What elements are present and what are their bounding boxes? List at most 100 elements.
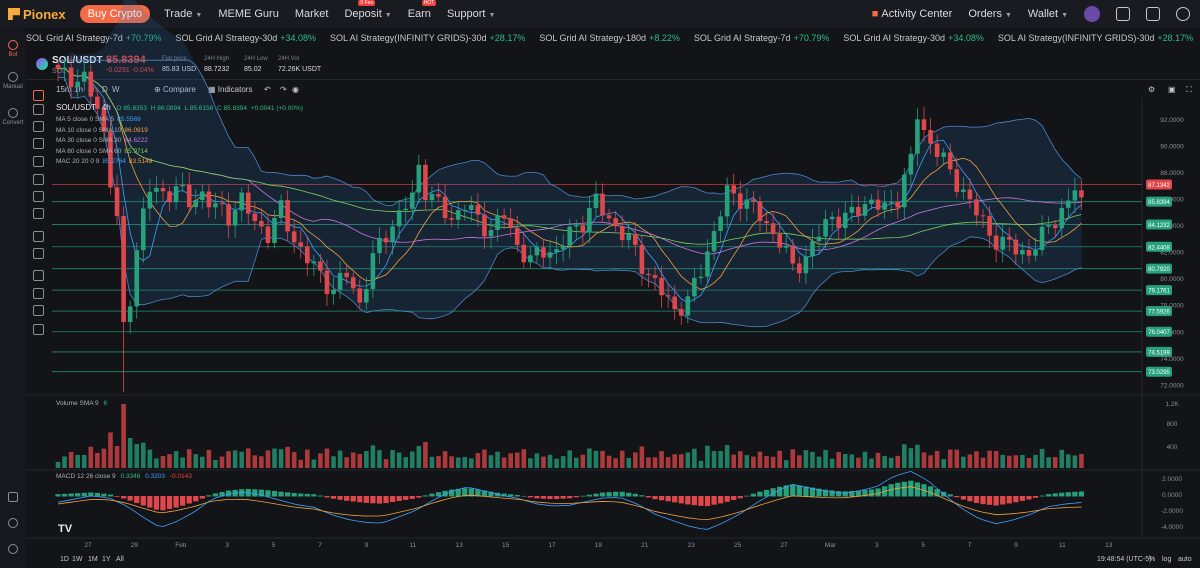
stat-label: Fiat price [162,56,187,62]
settings-icon[interactable]: ⚙ [1148,85,1156,94]
sidebar-item-chat[interactable] [0,544,26,556]
sidebar-item-manual[interactable]: Manual [0,72,26,90]
ruler-icon[interactable] [33,231,44,242]
candle-body [829,216,835,220]
volume-bar [416,446,422,468]
avatar[interactable] [1084,6,1100,22]
trash-icon[interactable] [33,324,44,335]
compare-button[interactable]: ⊕ Compare [154,85,196,94]
macd-histogram-bar [809,487,816,497]
volume-bar [213,459,218,468]
volume-bar [226,451,231,468]
interval-D[interactable]: D [102,85,108,94]
legend-interval: 4h [101,103,111,112]
volume-tick: 800 [1167,421,1178,428]
activity-center-link[interactable]: ■ Activity Center [872,8,953,20]
nav-item-support[interactable]: Support ▼ [447,8,495,20]
candle-body [383,237,389,243]
wallet-menu[interactable]: Wallet ▼ [1028,8,1068,20]
macd-histogram-bar [540,496,547,499]
candle-body [757,201,763,222]
zoom-in-icon[interactable] [33,248,44,259]
candle-body [547,252,553,258]
range-1M[interactable]: 1M [88,556,98,563]
interval-W[interactable]: W [112,85,120,94]
ticker-item[interactable]: SOL AI Strategy(INFINITY GRIDS)-30d +28.1… [998,33,1193,43]
text-icon[interactable] [33,156,44,167]
lock-draw-icon[interactable] [33,288,44,299]
grid-level-label: 77.5926 [1148,310,1170,316]
macd-histogram-bar [901,481,907,497]
forecast-icon[interactable] [33,191,44,202]
nav-item-meme-guru[interactable]: MEME Guru [218,8,279,20]
volume-bar [377,450,382,468]
ma-legend-label: MA 10 close 0 SMA 10 [56,126,122,134]
price-tick: 80.0000 [1160,276,1184,283]
expand-icon[interactable]: ⛶ [1186,85,1192,94]
magnet-icon[interactable] [33,270,44,281]
candle-body [95,96,100,109]
ticker-item[interactable]: SOL Grid AI Strategy-180d +8.22% [539,33,680,43]
ticker-item[interactable]: SOL Grid AI Strategy-30d +34.08% [843,33,984,43]
pattern-icon[interactable] [33,174,44,185]
settings-icon[interactable] [1176,7,1190,21]
mail-icon[interactable] [1116,7,1130,21]
nav-item-deposit[interactable]: Deposit ▼ 0 Fee [344,0,392,20]
nav-item-earn[interactable]: Earn HOT [408,0,437,20]
notification-icon[interactable] [1146,7,1160,21]
ma-legend-label: MA 60 close 0 SMA 60 [56,147,122,155]
indicators-button[interactable]: ▦ Indicators [208,85,252,94]
ticker-item[interactable]: SOL Grid AI Strategy-7d +70.79% [26,33,162,43]
buy-crypto-button[interactable]: Buy Crypto [79,5,151,23]
trend-line-icon[interactable] [33,104,44,115]
candle-body [180,184,185,187]
candle-body [836,216,841,229]
visibility-icon[interactable] [33,305,44,316]
crosshair-icon[interactable] [33,90,44,101]
percent-scale-toggle[interactable]: % [1149,556,1156,563]
candle-body [1033,250,1038,256]
time-tick: 7 [318,542,322,549]
volume-bar [134,444,140,468]
camera-icon[interactable]: ▣ [1168,85,1176,94]
ma-legend-value: 85.5569 [117,116,141,123]
ticker-item[interactable]: SOL Grid AI Strategy-30d +34.08% [176,33,317,43]
volume-bar [167,454,172,468]
macd-histogram-bar [75,493,81,497]
brush-icon[interactable] [33,138,44,149]
candle-body [1052,225,1058,229]
sidebar-item-layout[interactable] [0,492,26,504]
time-tick: 3 [875,542,879,549]
interval-15m[interactable]: 15m [56,85,72,94]
range-All[interactable]: All [116,556,124,563]
range-1W[interactable]: 1W [72,556,83,563]
sidebar-item-help[interactable] [0,518,26,530]
macd-histogram-bar [160,496,166,511]
auto-scale-toggle[interactable]: auto [1178,556,1192,563]
interval-1h[interactable]: 1h [74,85,83,94]
eye-icon[interactable]: ◉ [292,85,299,94]
sidebar-item-convert[interactable]: Convert [0,108,26,126]
ma-legend: MAC 20 20 0 9 85.2764 83.5148 [56,158,152,165]
range-1D[interactable]: 1D [60,556,69,563]
redo-icon[interactable]: ↷ [280,85,287,94]
stat-value: 85.83 USD [162,66,197,73]
log-scale-toggle[interactable]: log [1162,556,1172,563]
nav-item-trade[interactable]: Trade ▼ [164,8,202,20]
candle-body [810,241,815,257]
orders-menu[interactable]: Orders ▼ [968,8,1012,20]
volume-bar [816,456,822,468]
sidebar-item-bot[interactable]: Bot [0,40,26,58]
pionex-logo[interactable]: Pionex [8,7,66,22]
emoji-icon[interactable] [33,208,44,219]
volume-bar [1020,455,1025,468]
ticker-item[interactable]: SOL Grid AI Strategy-7d +70.79% [694,33,830,43]
wallet-label: Wallet [1027,8,1059,20]
range-1Y[interactable]: 1Y [102,556,111,563]
undo-icon[interactable]: ↶ [264,85,271,94]
nav-item-market[interactable]: Market [295,8,329,20]
ma-legend: MA 30 close 0 SMA 30 84.6222 [56,137,148,144]
horizontal-lines-icon[interactable] [33,121,44,132]
ticker-item[interactable]: SOL AI Strategy(INFINITY GRIDS)-30d +28.1… [330,33,525,43]
